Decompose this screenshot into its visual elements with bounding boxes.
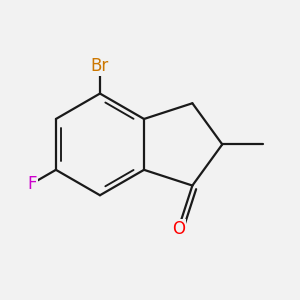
Text: Br: Br [91,57,109,75]
Text: F: F [27,175,36,193]
Text: O: O [172,220,185,238]
